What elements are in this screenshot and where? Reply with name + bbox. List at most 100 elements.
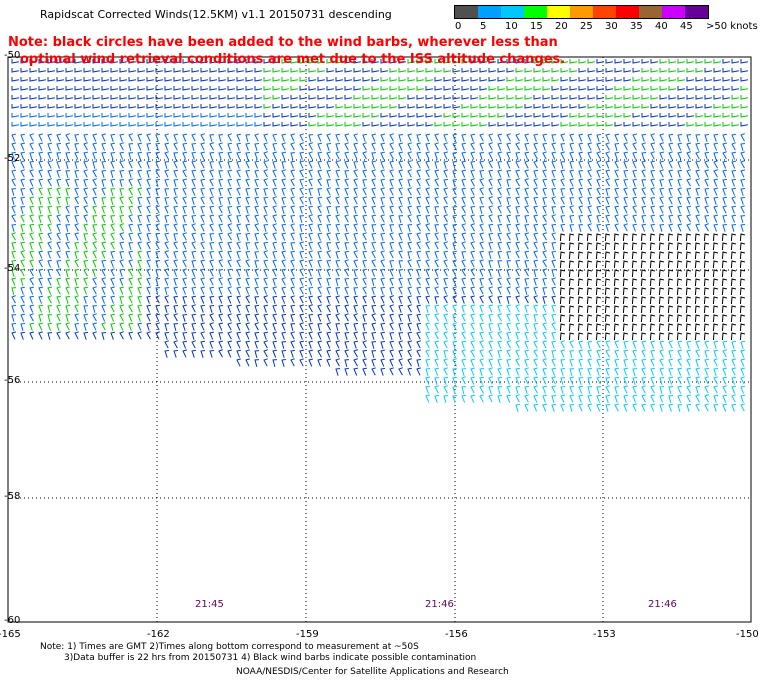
wind-barb (290, 68, 298, 73)
wind-barb (578, 77, 586, 82)
wind-barb (425, 394, 431, 403)
wind-barb (551, 223, 557, 232)
wind-barb (209, 134, 215, 142)
wind-barb (677, 59, 685, 64)
wind-barb (722, 349, 727, 358)
wind-barb (218, 197, 224, 205)
wind-barb (182, 214, 187, 223)
wind-barb (667, 296, 674, 305)
wind-barb (434, 169, 440, 178)
wind-barb (38, 86, 46, 91)
wind-barb (236, 322, 242, 331)
wind-barb (740, 133, 745, 142)
wind-barb (299, 295, 304, 304)
wind-barb (587, 160, 593, 169)
wind-barb (641, 77, 649, 82)
wind-barb (290, 104, 298, 109)
wind-barb (236, 196, 242, 205)
wind-barb (443, 95, 451, 100)
wind-barb (200, 169, 206, 178)
wind-barb (416, 277, 421, 286)
wind-barb (713, 68, 721, 73)
wind-barb (721, 287, 728, 296)
wind-barb (434, 277, 439, 286)
wind-barb (542, 169, 547, 178)
wind-barb (443, 385, 448, 394)
wind-barb (668, 77, 676, 82)
wind-barb (677, 214, 683, 223)
wind-barb (254, 350, 260, 358)
wind-barb (200, 95, 208, 100)
wind-barb (488, 214, 493, 223)
wind-barb (586, 278, 593, 287)
wind-barb (245, 277, 251, 286)
wind-barb (407, 314, 413, 322)
wind-barb (326, 77, 334, 82)
wind-barb (614, 358, 620, 367)
wind-barb (613, 251, 620, 260)
wind-barb (254, 205, 260, 214)
wind-barb (371, 95, 379, 100)
wind-barb (479, 77, 487, 82)
wind-barb (452, 161, 458, 169)
wind-barb (443, 241, 448, 250)
wind-barb (704, 367, 710, 376)
wind-barb (236, 295, 242, 304)
wind-barb (335, 358, 340, 367)
wind-barb (704, 86, 712, 91)
wind-barb (551, 286, 557, 295)
wind-barb (425, 95, 433, 100)
wind-barb (56, 223, 62, 232)
wind-barb (272, 187, 278, 196)
wind-barb (542, 287, 548, 295)
wind-barb (596, 122, 604, 127)
wind-barb (218, 269, 224, 277)
wind-barb (587, 59, 595, 64)
wind-barb (443, 331, 448, 340)
wind-barb (506, 268, 512, 277)
wind-barb (290, 223, 295, 232)
wind-barb (713, 95, 721, 100)
wind-barb (128, 143, 134, 151)
wind-barb (371, 160, 377, 169)
wind-barb (425, 86, 433, 91)
wind-barb (479, 358, 484, 367)
wind-barb (254, 304, 260, 313)
wind-barb (173, 113, 181, 118)
wind-barb (182, 151, 188, 160)
wind-barb (587, 151, 593, 160)
wind-barb (443, 122, 451, 127)
wind-barb (730, 332, 737, 341)
wind-barb (488, 104, 496, 109)
wind-barb (470, 196, 475, 205)
wind-barb (479, 113, 487, 118)
wind-barb (47, 205, 52, 214)
wind-barb (452, 395, 458, 403)
wind-barb (488, 295, 493, 304)
wind-barb (200, 151, 206, 160)
wind-barb (524, 241, 529, 250)
wind-barb (578, 68, 586, 73)
wind-barb (110, 68, 118, 73)
wind-barb (299, 277, 305, 286)
wind-barb (65, 269, 71, 277)
wind-barb (47, 314, 53, 322)
wind-barb (685, 314, 692, 323)
wind-barb (236, 59, 244, 64)
wind-barb (173, 142, 178, 151)
wind-barb (569, 404, 575, 412)
wind-barb (92, 232, 97, 241)
wind-barb (191, 322, 197, 331)
wind-barb (524, 196, 530, 205)
wind-barb (83, 277, 89, 286)
wind-barb (559, 332, 566, 341)
wind-barb (182, 187, 187, 196)
wind-barb (56, 277, 61, 286)
wind-barb (137, 77, 145, 82)
wind-barb (317, 188, 323, 196)
wind-barb (686, 367, 691, 376)
wind-barb (317, 122, 325, 127)
wind-barb (191, 304, 196, 313)
wind-barb (677, 160, 683, 169)
wind-barb (479, 104, 487, 109)
